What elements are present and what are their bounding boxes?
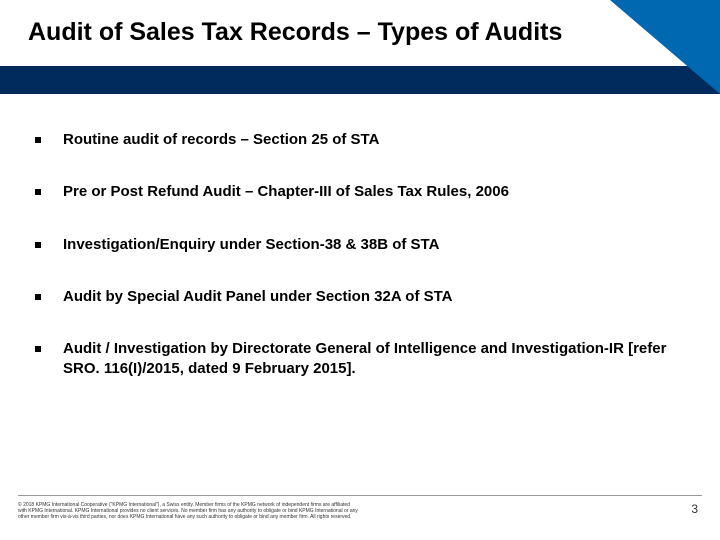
item-text: Pre or Post Refund Audit – Chapter-III o…: [63, 182, 509, 202]
square-bullet-icon: [35, 294, 41, 300]
square-bullet-icon: [35, 137, 41, 143]
slide-title: Audit of Sales Tax Records – Types of Au…: [28, 18, 562, 47]
item-text: Audit / Investigation by Directorate Gen…: [63, 339, 685, 380]
square-bullet-icon: [35, 189, 41, 195]
page-number: 3: [691, 502, 698, 516]
list-item: Audit by Special Audit Panel under Secti…: [35, 287, 685, 307]
header-wedge: [610, 0, 720, 94]
list-item: Pre or Post Refund Audit – Chapter-III o…: [35, 182, 685, 202]
content-list: Routine audit of records – Section 25 of…: [35, 130, 685, 412]
square-bullet-icon: [35, 242, 41, 248]
item-text: Investigation/Enquiry under Section-38 &…: [63, 235, 439, 255]
copyright-text: © 2018 KPMG International Cooperative ("…: [18, 502, 358, 520]
slide-container: Audit of Sales Tax Records – Types of Au…: [0, 0, 720, 540]
item-text: Audit by Special Audit Panel under Secti…: [63, 287, 453, 307]
list-item: Audit / Investigation by Directorate Gen…: [35, 339, 685, 380]
list-item: Routine audit of records – Section 25 of…: [35, 130, 685, 150]
square-bullet-icon: [35, 346, 41, 352]
list-item: Investigation/Enquiry under Section-38 &…: [35, 235, 685, 255]
item-text: Routine audit of records – Section 25 of…: [63, 130, 379, 150]
slide-footer: © 2018 KPMG International Cooperative ("…: [18, 495, 702, 520]
slide-header: Audit of Sales Tax Records – Types of Au…: [0, 0, 720, 95]
